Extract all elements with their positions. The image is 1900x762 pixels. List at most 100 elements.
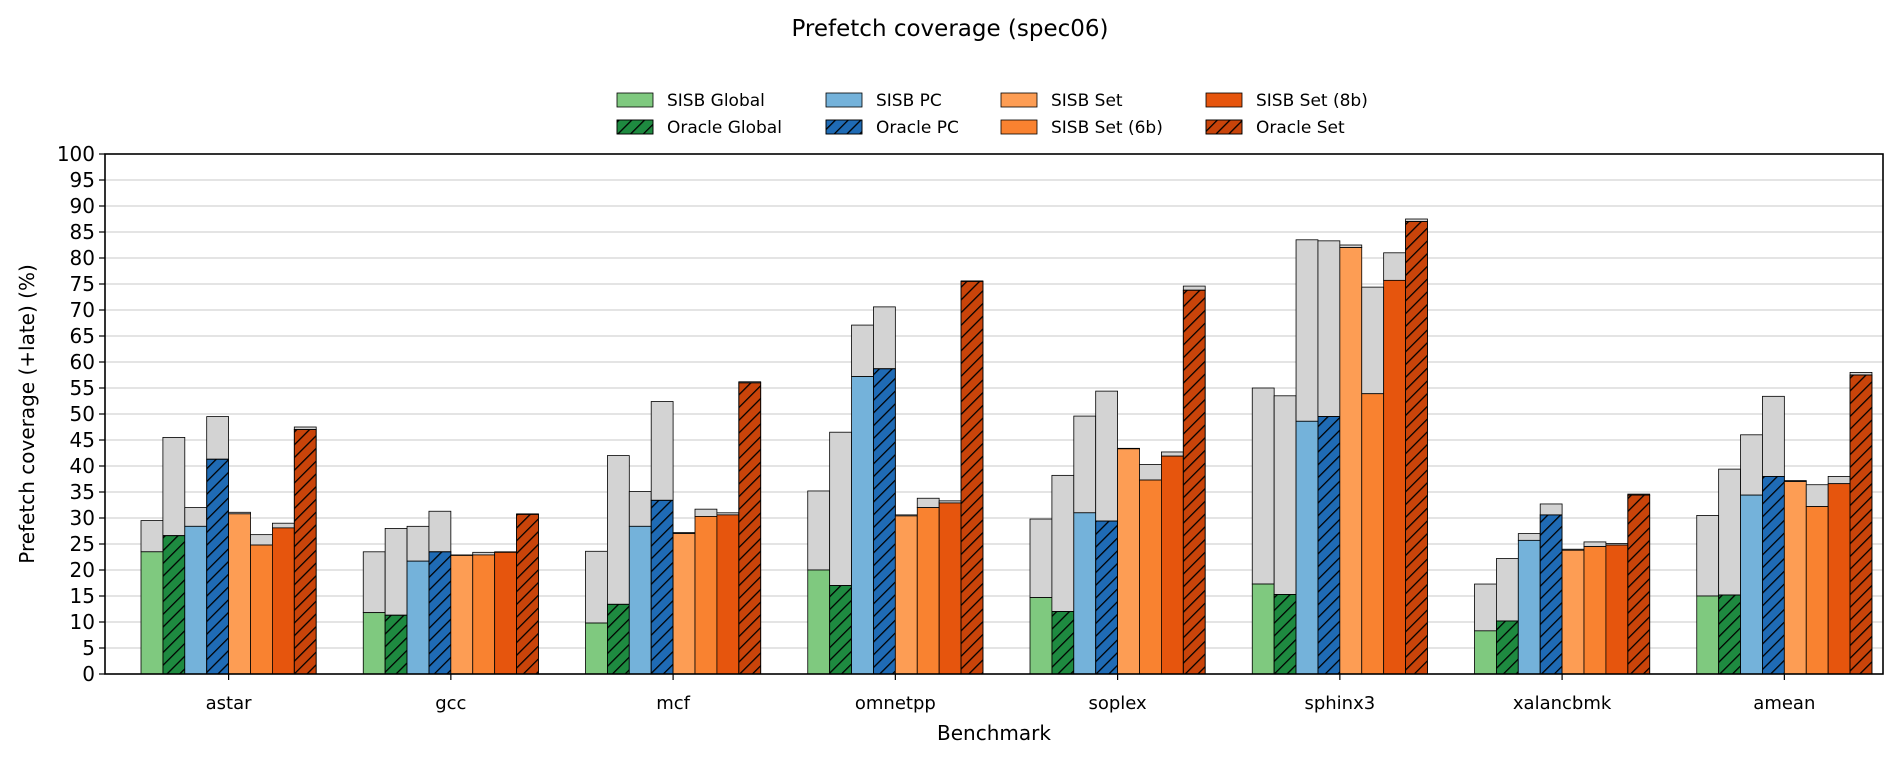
bar-hatch: [650, 499, 674, 675]
bar-late-segment: [206, 416, 229, 460]
bar-hatch: [516, 513, 539, 675]
bar-late-segment: [851, 324, 874, 377]
bar: [916, 507, 940, 675]
bar: [1517, 539, 1541, 675]
bar-late-segment: [1251, 387, 1275, 585]
bar-hatch: [1317, 416, 1341, 675]
bar: [1605, 544, 1629, 675]
grid: [105, 179, 1883, 649]
legend-swatch: [1000, 119, 1038, 135]
bar-late-segment: [829, 431, 852, 587]
y-axis-label: Prefetch coverage (+late) (%): [15, 264, 39, 564]
bar-late-segment: [1073, 415, 1097, 514]
bar-late-segment: [1161, 451, 1184, 457]
y-tick-label: 55: [70, 376, 95, 400]
legend-swatch: [1000, 92, 1038, 108]
bar-late-segment: [585, 550, 608, 624]
bar-late-segment: [406, 525, 430, 562]
legend-item: Oracle Global: [616, 118, 782, 138]
legend-label: SISB Set: [1051, 91, 1123, 111]
bar-late-segment: [428, 510, 452, 553]
x-tick-label: soplex: [1088, 693, 1147, 714]
y-tick-label: 60: [70, 350, 95, 374]
bar-hatch: [1051, 611, 1075, 675]
bar-late-segment: [1295, 239, 1319, 422]
bar: [406, 560, 430, 675]
bar-late-segment: [162, 436, 186, 537]
bar: [362, 612, 386, 675]
bar-late-segment: [1805, 484, 1829, 507]
y-tick-label: 100: [57, 142, 95, 166]
bar: [628, 525, 652, 675]
legend-swatch: [1205, 92, 1243, 108]
y-tick-label: 90: [70, 194, 95, 218]
y-tick-label: 75: [70, 272, 95, 296]
bar: [1383, 279, 1406, 675]
bar: [1117, 448, 1140, 675]
legend-swatch-hatch: [825, 119, 863, 135]
y-tick-label: 95: [70, 168, 95, 192]
bar-late-segment: [1182, 285, 1206, 291]
bar-hatch: [206, 458, 229, 675]
bar-late-segment: [1517, 533, 1541, 541]
bar: [807, 569, 831, 675]
x-axis-label: Benchmark: [937, 721, 1051, 745]
bar: [184, 525, 208, 675]
bar-late-segment: [362, 551, 386, 614]
bar-late-segment: [1361, 286, 1385, 395]
legend-item: SISB Set: [1000, 91, 1123, 111]
bar-hatch: [1539, 514, 1563, 675]
bar: [851, 376, 874, 675]
bar: [228, 513, 251, 675]
legend-label: SISB PC: [876, 91, 942, 111]
y-tick-label: 85: [70, 220, 95, 244]
bar: [938, 502, 962, 675]
bar: [450, 555, 474, 675]
bar: [694, 516, 718, 675]
bar: [1561, 549, 1585, 675]
bar: [1783, 481, 1807, 675]
chart-title: Prefetch coverage (spec06): [791, 16, 1108, 42]
bar-late-segment: [384, 528, 408, 616]
y-tick-label: 45: [70, 428, 95, 452]
bar-late-segment: [1474, 583, 1497, 632]
bar-late-segment: [184, 507, 208, 527]
bar-hatch: [738, 382, 762, 675]
x-tick-label: astar: [206, 693, 252, 714]
bar: [271, 527, 295, 675]
bar-late-segment: [1696, 515, 1720, 597]
legend-item: SISB PC: [825, 91, 942, 111]
bar-late-segment: [1762, 395, 1785, 477]
bar-late-segment: [271, 522, 295, 529]
bar-hatch: [1718, 594, 1741, 675]
x-tick-label: omnetpp: [855, 693, 936, 714]
bar-late-segment: [1095, 390, 1118, 522]
bar-late-segment: [1317, 240, 1341, 417]
x-tick-label: xalancbmk: [1513, 693, 1612, 714]
bar-hatch: [960, 280, 984, 675]
y-tick-label: 70: [70, 298, 95, 322]
legend-swatch-hatch: [616, 119, 654, 135]
y-tick-label: 0: [82, 662, 95, 686]
bar-hatch: [1405, 221, 1428, 675]
legend-label: Oracle Global: [667, 118, 782, 138]
bar: [1251, 583, 1275, 675]
bars: [140, 218, 1873, 675]
bar-late-segment: [1496, 558, 1519, 622]
y-tick-label: 10: [70, 610, 95, 634]
y-tick-label: 30: [70, 506, 95, 530]
bar: [1696, 595, 1720, 675]
bar: [1583, 546, 1607, 675]
bar: [1073, 512, 1097, 675]
legend-label: SISB Set (8b): [1256, 91, 1368, 111]
y-axis: 0510152025303540455055606570758085909510…: [57, 142, 105, 686]
bar-late-segment: [1273, 395, 1297, 595]
bar-hatch: [1273, 594, 1297, 675]
bar-hatch: [1182, 289, 1206, 675]
bar: [494, 551, 517, 675]
y-tick-label: 20: [70, 558, 95, 582]
bar: [585, 622, 608, 675]
bar-late-segment: [1051, 474, 1075, 612]
bar: [1361, 393, 1385, 675]
